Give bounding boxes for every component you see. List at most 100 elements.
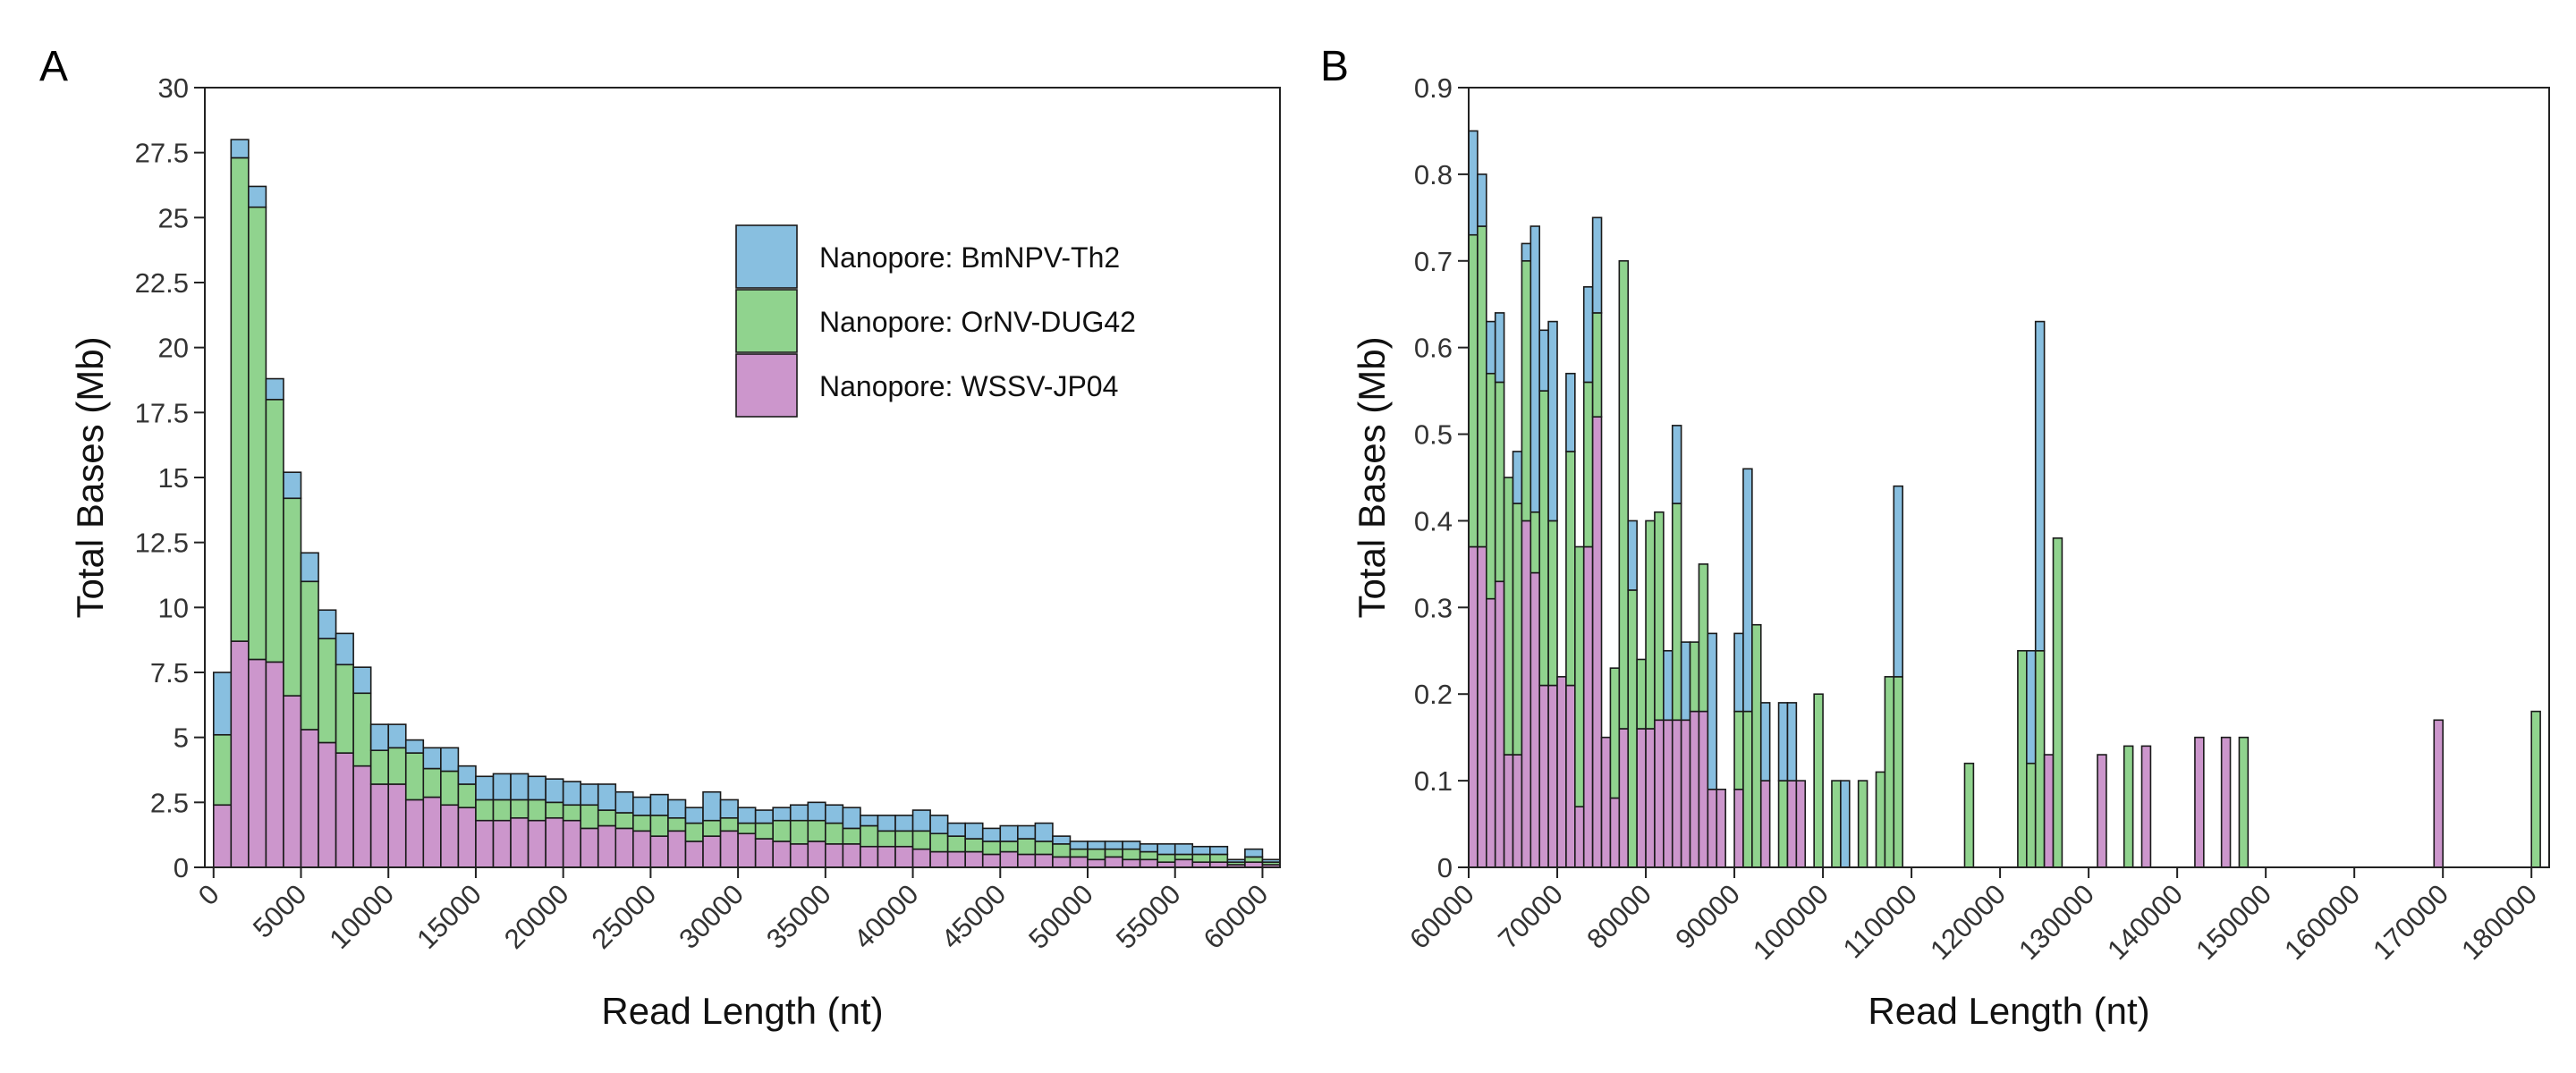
panel-b-bar-ornv-3 bbox=[1494, 381, 1505, 583]
panel-b-y-tick-label: 0.8 bbox=[1414, 159, 1453, 190]
panel-b-x-tick-label: 180000 bbox=[2455, 878, 2543, 966]
panel-b-bar-wssv-51 bbox=[2140, 745, 2152, 868]
panel-a-bar-wssv-16 bbox=[492, 819, 512, 868]
panel-a-bar-bmnpv-12 bbox=[422, 747, 442, 770]
panel-a-bar-ornv-53 bbox=[1139, 850, 1158, 861]
panel-a-bar-wssv-47 bbox=[1034, 853, 1054, 868]
panel-a-bar-ornv-38 bbox=[877, 830, 896, 848]
panel-a-bar-bmnpv-22 bbox=[597, 783, 617, 811]
panel-a-bar-ornv-25 bbox=[649, 815, 669, 837]
panel-b-bar-wssv-23 bbox=[1671, 719, 1682, 868]
panel-b-bar-bmnpv-1 bbox=[1477, 173, 1487, 227]
panel-b-bar-wssv-1 bbox=[1477, 545, 1487, 868]
panel-b-bar-wssv-34 bbox=[1786, 780, 1798, 868]
panel-a-bar-wssv-36 bbox=[842, 843, 861, 868]
panel-a-bar-ornv-48 bbox=[1052, 843, 1072, 858]
panel-b-x-tick-label: 170000 bbox=[2367, 878, 2454, 966]
panel-b-bars bbox=[1468, 130, 2541, 868]
panel-a-x-tick-label: 20000 bbox=[498, 878, 575, 955]
panel-b-bar-ornv-20 bbox=[1645, 520, 1656, 730]
panel-b-letter: B bbox=[1320, 43, 1349, 90]
panel-b-bar-ornv-18 bbox=[1627, 589, 1638, 868]
panel-a-x-tick-label: 15000 bbox=[411, 878, 487, 955]
panel-a-bar-bmnpv-28 bbox=[702, 790, 722, 822]
panel-b-bar-ornv-6 bbox=[1521, 259, 1532, 522]
panel-a-bar-bmnpv-49 bbox=[1069, 841, 1089, 850]
panel-b-bar-ornv-29 bbox=[1733, 710, 1744, 790]
panel-b-bar-ornv-11 bbox=[1565, 451, 1576, 687]
panel-b-bar-ornv-23 bbox=[1671, 503, 1682, 722]
panel-b-x-tick-label: 90000 bbox=[1669, 878, 1746, 955]
panel-a-bar-wssv-10 bbox=[387, 783, 407, 868]
panel-a-bar-bmnpv-25 bbox=[649, 793, 669, 816]
panel-a-bar-ornv-29 bbox=[719, 816, 739, 832]
panel-b-x-tick-label: 80000 bbox=[1580, 878, 1657, 955]
panel-a-bar-wssv-46 bbox=[1017, 853, 1037, 868]
panel-a-bar-bmnpv-50 bbox=[1087, 841, 1106, 850]
panel-b-bar-ornv-48 bbox=[2052, 537, 2063, 868]
panel-a-bar-bmnpv-38 bbox=[877, 815, 896, 832]
panel-a-y-tick-label: 12.5 bbox=[135, 528, 189, 559]
panel-a-bar-wssv-19 bbox=[545, 816, 564, 868]
legend-label-ornv: Nanopore: OrNV-DUG42 bbox=[819, 306, 1136, 338]
panel-b-bar-ornv-17 bbox=[1618, 259, 1630, 730]
panel-b-bar-ornv-7 bbox=[1530, 511, 1541, 574]
panel-b-bar-ornv-5 bbox=[1512, 503, 1523, 756]
panel-a-bar-wssv-55 bbox=[1174, 858, 1194, 868]
panel-b-bar-bmnpv-3 bbox=[1494, 312, 1505, 384]
panel-a-bar-ornv-55 bbox=[1174, 853, 1194, 861]
panel-b-y-tick-label: 0 bbox=[1437, 852, 1453, 883]
panel-b-bar-ornv-39 bbox=[1857, 780, 1868, 868]
panel-a-bar-ornv-4 bbox=[283, 497, 302, 697]
panel-b-bar-bmnpv-9 bbox=[1547, 320, 1558, 522]
panel-a-bar-bmnpv-9 bbox=[369, 723, 390, 752]
panel-b-bar-bmnpv-46 bbox=[2034, 320, 2046, 652]
panel-a-bar-wssv-3 bbox=[265, 661, 284, 868]
panel-b-bar-wssv-6 bbox=[1521, 520, 1532, 868]
panel-a-bar-bmnpv-39 bbox=[894, 815, 914, 832]
panel-a-bar-bmnpv-0 bbox=[212, 672, 233, 736]
panel-b-bar-wssv-49 bbox=[2097, 754, 2107, 868]
panel-a-bar-bmnpv-46 bbox=[1017, 824, 1037, 840]
panel-b-bar-bmnpv-14 bbox=[1591, 216, 1603, 314]
panel-a-bar-bmnpv-13 bbox=[440, 747, 460, 773]
panel-a-bar-bmnpv-21 bbox=[580, 783, 599, 807]
panel-a-bar-ornv-14 bbox=[457, 783, 477, 808]
panel-b-bar-bmnpv-34 bbox=[1786, 702, 1798, 782]
panel-b-bar-bmnpv-42 bbox=[1893, 485, 1903, 678]
panel-a-x-tick-label: 10000 bbox=[323, 878, 400, 955]
panel-a-bar-wssv-11 bbox=[404, 798, 425, 868]
panel-a-bar-bmnpv-55 bbox=[1174, 843, 1194, 856]
panel-b-bar-wssv-27 bbox=[1707, 788, 1718, 868]
panel-b-bar-ornv-45 bbox=[2026, 762, 2037, 868]
panel-b-bar-ornv-26 bbox=[1698, 563, 1709, 713]
panel-b-y-axis-title: Total Bases (Mb) bbox=[1351, 336, 1393, 618]
panel-b-bar-ornv-43 bbox=[1963, 762, 1975, 868]
panel-a-bar-ornv-41 bbox=[929, 832, 949, 853]
panel-a-bar-ornv-31 bbox=[754, 822, 774, 840]
panel-a-bar-wssv-48 bbox=[1052, 856, 1072, 868]
panel-a-bar-wssv-27 bbox=[684, 841, 704, 868]
panel-b-bar-ornv-4 bbox=[1503, 477, 1514, 756]
panel-a-bar-ornv-59 bbox=[1244, 856, 1264, 863]
panel-a-bar-bmnpv-5 bbox=[300, 552, 319, 583]
panel-a-bar-ornv-0 bbox=[212, 733, 233, 807]
panel-a-bar-ornv-8 bbox=[352, 692, 372, 767]
panel-b-bar-ornv-56 bbox=[2530, 710, 2541, 868]
panel-b-y-tick-label: 0.4 bbox=[1414, 505, 1453, 536]
panel-a-x-axis-title: Read Length (nt) bbox=[601, 990, 883, 1032]
panel-a-bar-bmnpv-27 bbox=[684, 807, 704, 824]
panel-b-x-tick-label: 130000 bbox=[2012, 878, 2100, 966]
panel-a-y-tick-label: 0 bbox=[174, 852, 189, 883]
panel-a-bar-wssv-34 bbox=[807, 841, 826, 868]
panel-a-bar-wssv-45 bbox=[999, 850, 1019, 868]
panel-a-x-tick-label: 5000 bbox=[247, 878, 313, 944]
panel-b-bar-wssv-26 bbox=[1698, 710, 1709, 868]
panel-a-bar-wssv-5 bbox=[300, 729, 319, 868]
panel-a-bar-bmnpv-58 bbox=[1226, 858, 1246, 863]
panel-a: A 0 2.5 5 7.5 10 12.5 15 17.5 20 22.5 25 27.5 30 0 500… bbox=[39, 43, 1281, 1032]
panel-a-bar-wssv-24 bbox=[632, 830, 652, 868]
panel-a-bar-ornv-13 bbox=[440, 770, 460, 807]
panel-b-bar-ornv-25 bbox=[1689, 641, 1700, 713]
panel-a-bar-ornv-18 bbox=[527, 798, 547, 822]
